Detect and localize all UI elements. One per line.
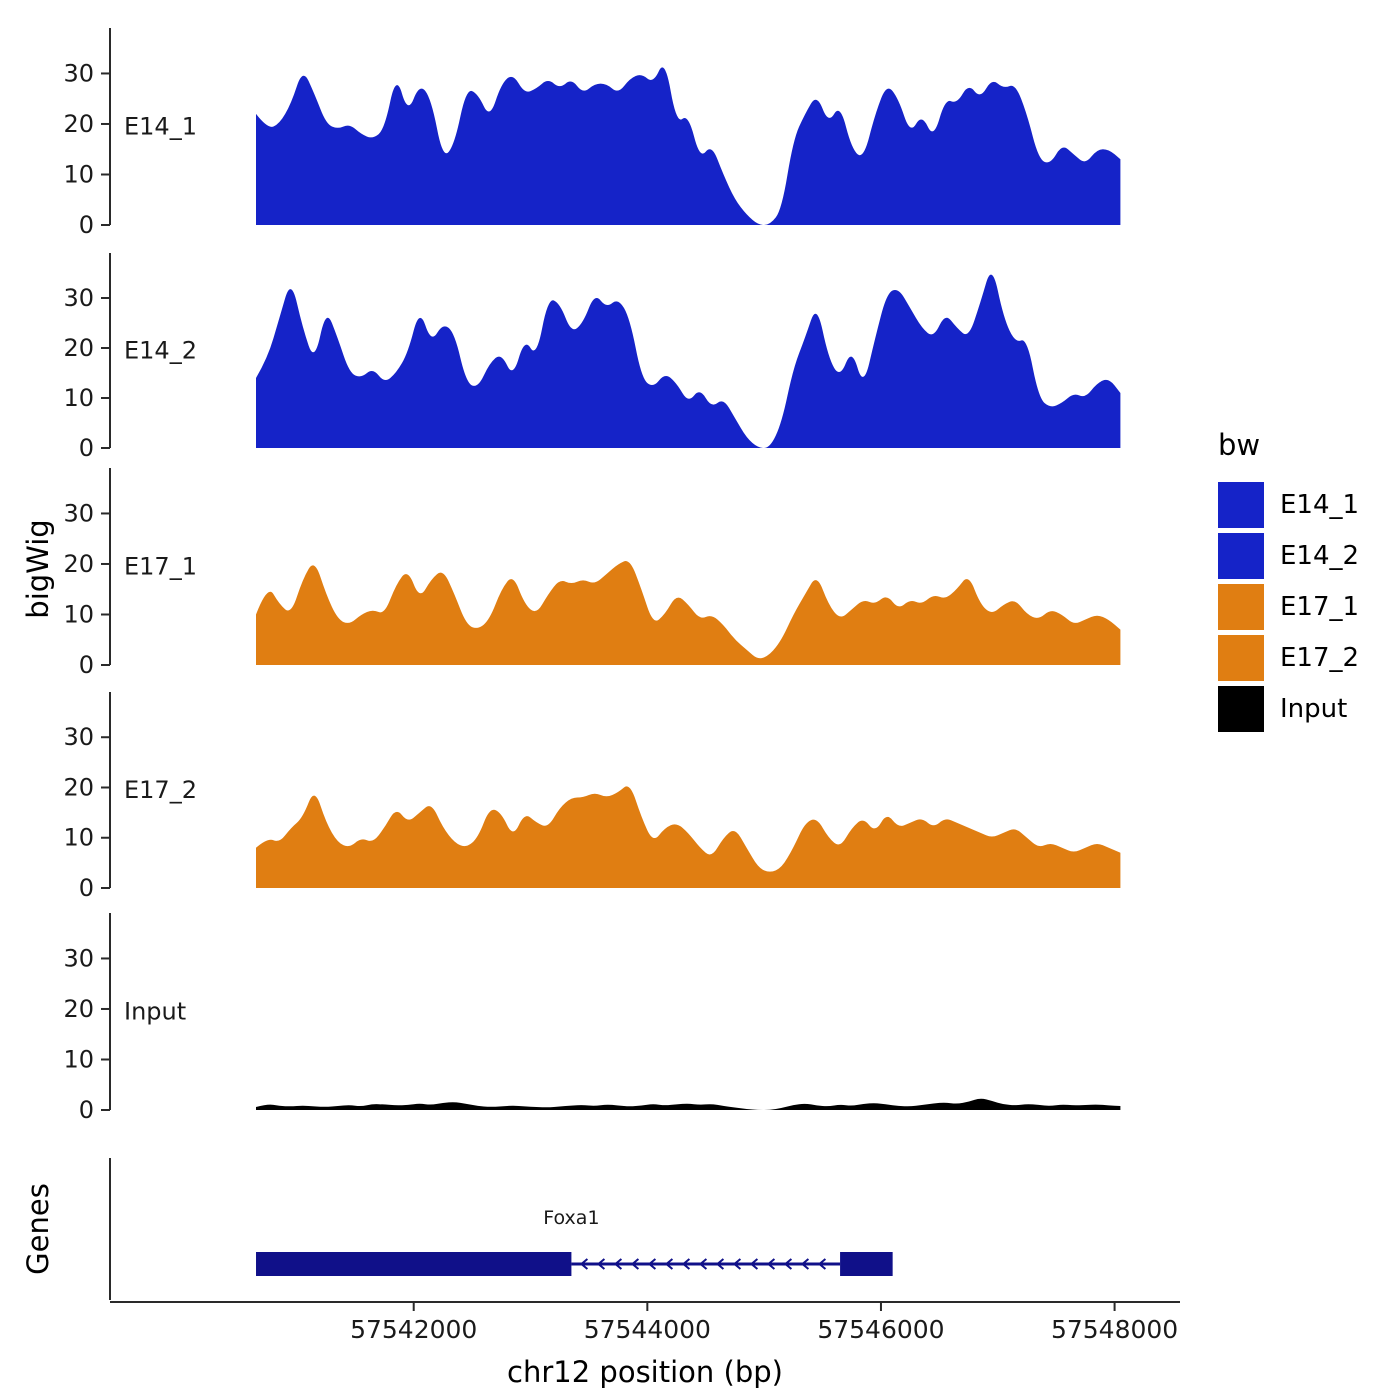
y-tick-label-Input-20: 20 xyxy=(63,995,94,1023)
track-label-E17_2: E17_2 xyxy=(124,776,197,804)
legend-swatch-e14-1 xyxy=(1218,482,1264,528)
gene-strand-arrow xyxy=(715,1258,725,1270)
y-tick-label-E17_1-0: 0 xyxy=(79,651,94,679)
y-tick-label-E14_2-0: 0 xyxy=(79,434,94,462)
gene-exon-1 xyxy=(256,1252,572,1276)
legend-item-e17-2: E17_2 xyxy=(1218,635,1359,681)
gene-label: Foxa1 xyxy=(543,1207,599,1229)
y-tick-label-E14_1-20: 20 xyxy=(63,110,94,138)
x-tick-label-57544000: 57544000 xyxy=(584,1315,711,1344)
legend-title: bw xyxy=(1218,428,1261,462)
track-label-E14_1: E14_1 xyxy=(124,113,197,141)
track-area-E17_2 xyxy=(256,786,1121,888)
gene-strand-arrow xyxy=(596,1258,606,1270)
x-tick-label-57542000: 57542000 xyxy=(350,1315,477,1344)
gene-strand-arrow xyxy=(766,1258,776,1270)
y-tick-label-E14_1-0: 0 xyxy=(79,211,94,239)
genes-axis-title: Genes xyxy=(21,1183,55,1275)
gene-strand-arrow xyxy=(664,1258,674,1270)
gene-strand-arrow xyxy=(647,1258,657,1270)
gene-strand-arrow xyxy=(800,1258,810,1270)
gene-strand-arrow xyxy=(579,1258,589,1270)
legend-swatch-e17-1 xyxy=(1218,584,1264,630)
legend-item-e17-1: E17_1 xyxy=(1218,584,1359,630)
y-tick-label-Input-0: 0 xyxy=(79,1096,94,1124)
gene-strand-arrow xyxy=(749,1258,759,1270)
gene-strand-arrow xyxy=(630,1258,640,1270)
y-tick-label-E17_1-20: 20 xyxy=(63,550,94,578)
y-tick-label-Input-10: 10 xyxy=(63,1045,94,1073)
track-area-Input xyxy=(256,1098,1121,1110)
y-tick-label-E14_2-20: 20 xyxy=(63,334,94,362)
track-label-Input: Input xyxy=(124,998,186,1026)
y-tick-label-E14_2-10: 10 xyxy=(63,384,94,412)
legend-item-e14-2: E14_2 xyxy=(1218,533,1359,579)
y-tick-label-Input-30: 30 xyxy=(63,944,94,972)
y-tick-label-E17_2-20: 20 xyxy=(63,773,94,801)
y-tick-label-E14_2-30: 30 xyxy=(63,284,94,312)
legend-label-e17-2: E17_2 xyxy=(1280,643,1360,673)
gene-strand-arrow xyxy=(681,1258,691,1270)
track-area-E14_2 xyxy=(256,274,1121,448)
track-area-E17_1 xyxy=(256,561,1121,665)
legend-label-e14-2: E14_2 xyxy=(1280,541,1360,571)
legend-swatch-input xyxy=(1218,686,1264,732)
legend-swatch-e14-2 xyxy=(1218,533,1264,579)
y-tick-label-E17_1-10: 10 xyxy=(63,600,94,628)
x-tick-label-57546000: 57546000 xyxy=(817,1315,944,1344)
legend-label-e17-1: E17_1 xyxy=(1280,592,1360,622)
y-tick-label-E17_2-10: 10 xyxy=(63,824,94,852)
x-tick-label-57548000: 57548000 xyxy=(1051,1315,1178,1344)
track-label-E17_1: E17_1 xyxy=(124,553,197,581)
track-label-E14_2: E14_2 xyxy=(124,337,197,365)
gene-strand-arrow xyxy=(613,1258,623,1270)
y-tick-label-E14_1-10: 10 xyxy=(63,160,94,188)
legend-item-input: Input xyxy=(1218,686,1359,732)
gene-strand-arrow xyxy=(783,1258,793,1270)
legend-label-e14-1: E14_1 xyxy=(1280,490,1360,520)
y-tick-label-E17_1-30: 30 xyxy=(63,499,94,527)
y-tick-label-E17_2-30: 30 xyxy=(63,723,94,751)
y-tick-label-E14_1-30: 30 xyxy=(63,59,94,87)
x-axis-title: chr12 position (bp) xyxy=(507,1355,783,1389)
gene-strand-arrow xyxy=(698,1258,708,1270)
legend: bw E14_1 E14_2 E17_1 E17_2 Input xyxy=(1218,428,1359,737)
legend-item-e14-1: E14_1 xyxy=(1218,482,1359,528)
gene-strand-arrow xyxy=(732,1258,742,1270)
legend-swatch-e17-2 xyxy=(1218,635,1264,681)
gene-strand-arrow xyxy=(817,1258,827,1270)
track-area-E14_1 xyxy=(256,67,1121,226)
y-tick-label-E17_2-0: 0 xyxy=(79,874,94,902)
gene-exon-2 xyxy=(840,1252,893,1276)
y-axis-title: bigWig xyxy=(21,519,55,619)
legend-label-input: Input xyxy=(1280,694,1348,724)
